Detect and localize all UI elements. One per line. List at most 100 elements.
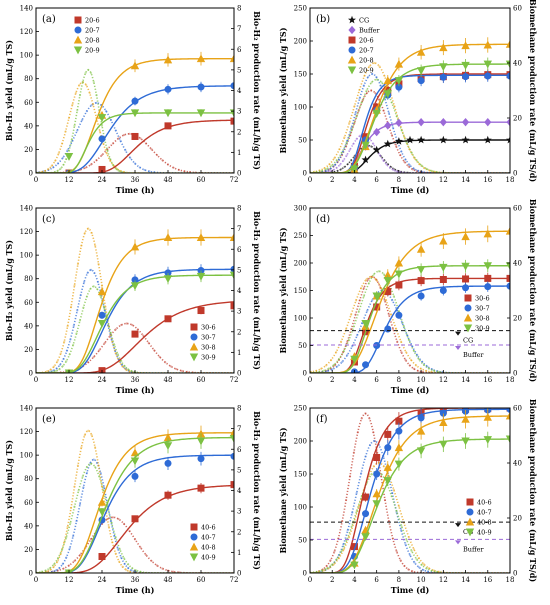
data-point-20-7 — [462, 73, 470, 81]
legend-label: 40-7 — [477, 509, 492, 517]
rate-point — [370, 275, 373, 278]
rate-point — [65, 157, 68, 161]
data-point-30-8 — [505, 226, 510, 235]
rate-point — [105, 152, 108, 155]
rate-point — [371, 72, 374, 76]
rate-point — [362, 295, 365, 298]
rate-point — [355, 510, 358, 513]
rate-point — [420, 164, 423, 167]
rate-point — [54, 369, 58, 373]
rate-point — [76, 129, 79, 132]
rate-point — [368, 417, 371, 420]
rate-point — [135, 569, 138, 572]
data-point-20-8 — [163, 55, 173, 64]
legend-marker-20-7 — [74, 26, 82, 34]
data-point-CG — [361, 155, 370, 164]
y2-tick-label: 3 — [237, 308, 241, 316]
rate-point — [166, 163, 170, 166]
data-point-30-6 — [230, 302, 234, 310]
data-point-20-8 — [196, 54, 206, 63]
data-point-20-7 — [439, 73, 447, 81]
data-point-Buffer — [417, 118, 425, 127]
rate-point — [377, 270, 380, 273]
data-point-20-9 — [163, 109, 173, 118]
rate-point — [111, 163, 115, 166]
rate-point — [96, 280, 99, 284]
rate-point — [119, 169, 122, 173]
rate-point — [125, 322, 128, 325]
y2-tick-label: 4 — [237, 287, 242, 295]
rate-point — [43, 169, 47, 173]
legend-label: 20-7 — [85, 27, 100, 35]
rate-point — [375, 75, 378, 79]
rate-point — [54, 159, 57, 162]
data-point-40-7 — [131, 472, 139, 480]
rate-point — [69, 506, 73, 509]
rate-point — [155, 153, 159, 157]
rate-point — [61, 156, 64, 159]
rate-point — [337, 358, 340, 361]
rate-point — [400, 351, 403, 354]
rate-point — [332, 168, 335, 172]
rate-point — [412, 548, 415, 551]
rate-point — [81, 475, 84, 478]
data-point-30-9 — [372, 292, 381, 301]
rate-point — [105, 110, 108, 113]
data-point-30-9 — [350, 355, 359, 364]
x-tick-label: 0 — [308, 376, 312, 384]
rate-point — [71, 103, 74, 106]
rate-curve-20-7 — [310, 73, 510, 173]
legend-marker-30-7 — [190, 333, 198, 341]
data-point-40-8 — [505, 411, 510, 420]
y-tick-label: 250 — [294, 405, 307, 413]
y-tick-label: 100 — [294, 104, 307, 112]
rate-point — [352, 142, 355, 146]
rate-point — [57, 152, 60, 155]
rate-point — [92, 285, 95, 288]
rate-point — [415, 170, 419, 173]
data-point-30-9 — [97, 319, 107, 328]
rate-point — [99, 471, 102, 474]
x-tick-label: 2 — [330, 376, 334, 384]
rate-point — [357, 310, 360, 313]
x-tick-label: 0 — [34, 176, 38, 184]
reference-arrow-icon — [455, 523, 461, 528]
legend-marker-40-8 — [465, 517, 475, 526]
rate-point — [143, 168, 146, 172]
rate-point — [410, 151, 413, 154]
rate-point — [385, 163, 388, 166]
rate-point — [375, 278, 378, 281]
fit-curve-20-6 — [310, 73, 510, 173]
data-point-40-7 — [395, 427, 403, 435]
y-tick-label: 0 — [29, 570, 33, 578]
rate-point — [391, 327, 395, 331]
rate-point — [400, 129, 403, 132]
rate-point — [375, 78, 378, 81]
rate-point — [150, 148, 153, 151]
rate-point — [320, 367, 323, 370]
y-tick-label: 40 — [24, 122, 33, 130]
rate-point — [325, 564, 328, 568]
legend-label: 40-6 — [201, 524, 216, 532]
rate-point — [328, 168, 331, 171]
rate-point — [44, 569, 47, 572]
x-tick-label: 16 — [483, 576, 492, 584]
rate-point — [373, 439, 376, 443]
rate-point — [391, 491, 394, 495]
fit-curve-30-6 — [36, 301, 234, 373]
rate-point — [114, 352, 117, 355]
data-point-Buffer — [461, 118, 470, 127]
data-point-40-8 — [461, 414, 470, 423]
rate-point — [66, 325, 69, 328]
rate-point — [320, 169, 323, 172]
rate-point — [100, 153, 104, 157]
legend-marker-30-6 — [464, 294, 472, 302]
data-point-40-9 — [439, 440, 448, 449]
rate-point — [172, 166, 175, 169]
x-tick-label: 48 — [164, 376, 173, 384]
rate-point — [412, 367, 415, 370]
rate-point — [52, 166, 55, 169]
rate-point — [169, 365, 172, 368]
y2-axis-title: Biomethane production rate (mL/g TS/d) — [528, 199, 538, 383]
y2-tick-label: 0 — [513, 570, 517, 578]
